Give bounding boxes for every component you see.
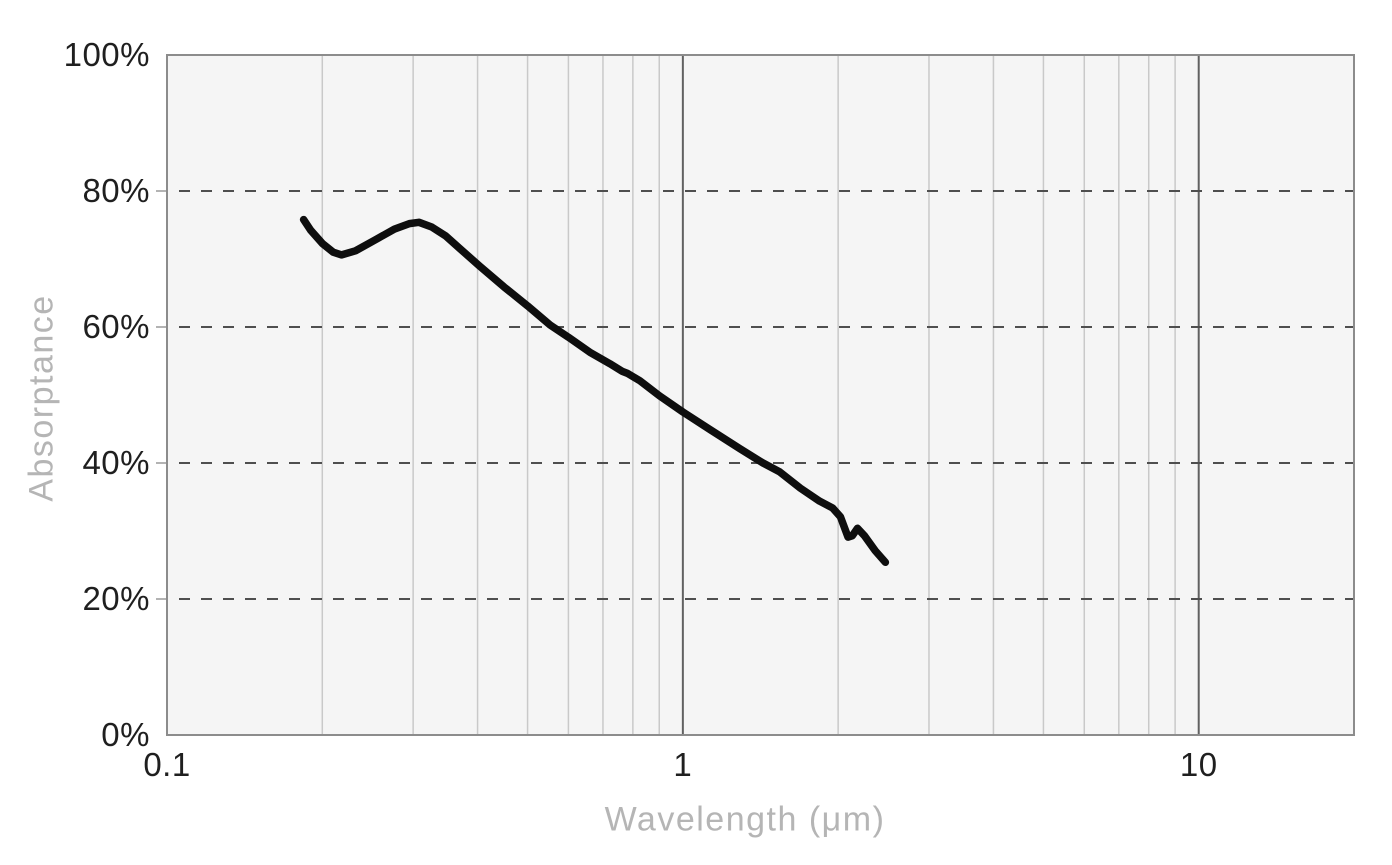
plot-area xyxy=(167,55,1354,735)
y-tick-label: 100% xyxy=(63,36,150,73)
y-tick-label: 0% xyxy=(101,716,150,753)
plot-border xyxy=(166,54,1355,736)
y-tick-label: 40% xyxy=(82,444,150,481)
x-axis-title: Wavelength (μm) xyxy=(604,800,886,839)
y-tick-label: 20% xyxy=(82,580,150,617)
y-tick-label: 80% xyxy=(82,172,150,209)
x-tick-label: 10 xyxy=(1179,746,1218,783)
absorptance-curve xyxy=(299,215,890,567)
x-tick-label: 0.1 xyxy=(143,746,191,783)
x-tick-label: 1 xyxy=(673,746,693,783)
y-tick-label: 60% xyxy=(82,308,150,345)
